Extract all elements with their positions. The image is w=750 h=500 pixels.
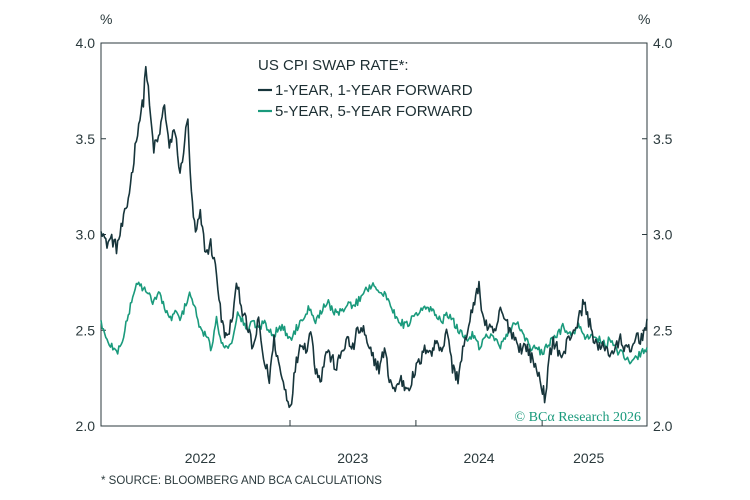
source-note: * SOURCE: BLOOMBERG AND BCA CALCULATIONS <box>101 475 382 487</box>
x-year-label: 2024 <box>463 450 494 466</box>
y-tick-label-right: 3.0 <box>653 227 673 243</box>
x-year-label: 2023 <box>337 450 368 466</box>
plot-frame <box>100 42 648 427</box>
y-tick-label-right: 4.0 <box>653 35 673 51</box>
y-tick-label-left: 3.0 <box>76 227 96 243</box>
legend-label-1y1y: 1-YEAR, 1-YEAR FORWARD <box>275 82 473 99</box>
watermark: © BCα Research 2026 <box>515 410 641 425</box>
x-year-label: 2025 <box>573 450 604 466</box>
series-line-5y5y <box>100 281 648 365</box>
y-tick-label-left: 4.0 <box>76 35 96 51</box>
axes: 4.0 4.0 3.5 3.5 3.0 3.0 2.5 2.5 2.0 2.0 2022 2023 20… <box>76 35 673 466</box>
y-tick-label-left: 2.0 <box>76 418 96 434</box>
y-unit-left: % <box>100 11 112 27</box>
y-tick-label-right: 2.5 <box>653 322 673 338</box>
y-unit-right: % <box>638 11 650 27</box>
y-tick-label-right: 2.0 <box>653 418 673 434</box>
x-year-label: 2022 <box>185 450 216 466</box>
y-tick-label-right: 3.5 <box>653 131 673 147</box>
legend: US CPI SWAP RATE*: 1-YEAR, 1-YEAR FORWAR… <box>258 57 473 120</box>
y-tick-label-left: 3.5 <box>76 131 96 147</box>
series-line-1y1y <box>100 65 648 409</box>
legend-label-5y5y: 5-YEAR, 5-YEAR FORWARD <box>275 103 473 120</box>
legend-title: US CPI SWAP RATE*: <box>258 57 409 74</box>
series-layer <box>100 65 648 409</box>
y-tick-label-left: 2.5 <box>76 322 96 338</box>
